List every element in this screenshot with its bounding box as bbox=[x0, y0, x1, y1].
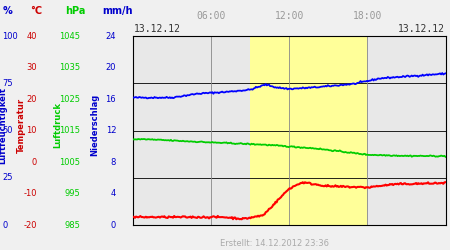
Text: Niederschlag: Niederschlag bbox=[90, 94, 99, 156]
Text: 40: 40 bbox=[27, 32, 37, 41]
Text: 18:00: 18:00 bbox=[353, 11, 382, 21]
Text: 16: 16 bbox=[105, 95, 116, 104]
Text: 985: 985 bbox=[64, 220, 80, 230]
Text: 24: 24 bbox=[106, 32, 116, 41]
Text: mm/h: mm/h bbox=[103, 6, 133, 16]
Text: 20: 20 bbox=[106, 63, 116, 72]
Text: °C: °C bbox=[31, 6, 43, 16]
Text: 100: 100 bbox=[2, 32, 18, 41]
Text: Temperatur: Temperatur bbox=[17, 98, 26, 152]
Text: Luftfeuchtigkeit: Luftfeuchtigkeit bbox=[0, 86, 8, 164]
Text: 8: 8 bbox=[111, 158, 116, 166]
Text: 1005: 1005 bbox=[59, 158, 80, 166]
Text: 13.12.12: 13.12.12 bbox=[398, 24, 445, 34]
Text: 0: 0 bbox=[2, 220, 8, 230]
Text: 75: 75 bbox=[2, 79, 13, 88]
Text: 25: 25 bbox=[2, 173, 13, 182]
Text: 12: 12 bbox=[106, 126, 116, 135]
Bar bbox=[250, 36, 367, 225]
Text: 0: 0 bbox=[32, 158, 37, 166]
Text: 1045: 1045 bbox=[59, 32, 80, 41]
Text: 1025: 1025 bbox=[59, 95, 80, 104]
Text: -10: -10 bbox=[23, 189, 37, 198]
Text: 1015: 1015 bbox=[59, 126, 80, 135]
Text: hPa: hPa bbox=[65, 6, 86, 16]
Text: 0: 0 bbox=[111, 220, 116, 230]
Text: Luftdruck: Luftdruck bbox=[53, 102, 62, 148]
Text: Erstellt: 14.12.2012 23:36: Erstellt: 14.12.2012 23:36 bbox=[220, 238, 329, 248]
Text: 50: 50 bbox=[2, 126, 13, 135]
Text: 13.12.12: 13.12.12 bbox=[134, 24, 180, 34]
Text: %: % bbox=[2, 6, 12, 16]
Text: 10: 10 bbox=[27, 126, 37, 135]
Text: 20: 20 bbox=[27, 95, 37, 104]
Text: 1035: 1035 bbox=[59, 63, 80, 72]
Text: -20: -20 bbox=[23, 220, 37, 230]
Text: 12:00: 12:00 bbox=[274, 11, 304, 21]
Text: 995: 995 bbox=[64, 189, 80, 198]
Text: 06:00: 06:00 bbox=[196, 11, 225, 21]
Text: 4: 4 bbox=[111, 189, 116, 198]
Text: 30: 30 bbox=[26, 63, 37, 72]
